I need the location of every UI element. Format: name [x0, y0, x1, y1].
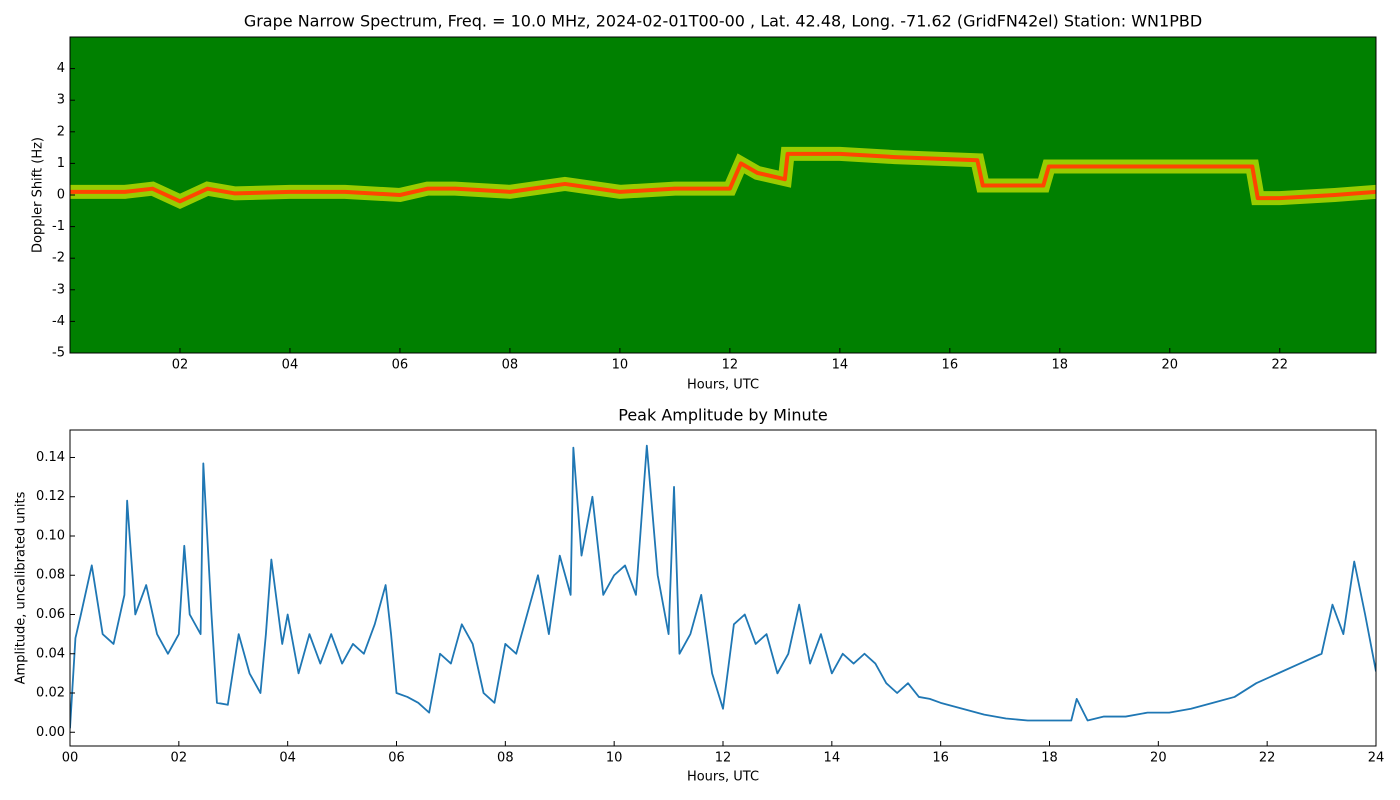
x-tick-label: 18 [1041, 751, 1058, 766]
y-tick-label: 0.14 [36, 450, 65, 465]
plot-area [70, 37, 1376, 353]
x-tick-label: 12 [722, 358, 739, 373]
x-tick-label: 10 [612, 358, 629, 373]
y-tick-label: 0.08 [36, 568, 65, 583]
x-tick-label: 10 [606, 751, 623, 766]
y-tick-label: -1 [52, 219, 65, 234]
doppler-trace [70, 151, 1376, 204]
chart-title: Peak Amplitude by Minute [618, 406, 828, 425]
y-tick-label: 0.06 [36, 607, 65, 622]
x-tick-label: 08 [497, 751, 514, 766]
x-tick-label: 08 [502, 358, 519, 373]
x-axis-label: Hours, UTC [687, 378, 759, 393]
y-tick-label: -3 [52, 282, 65, 297]
chart-title: Grape Narrow Spectrum, Freq. = 10.0 MHz,… [244, 12, 1202, 31]
y-tick-label: -2 [52, 251, 65, 266]
y-tick-label: 0.02 [36, 686, 65, 701]
y-tick-label: -4 [52, 314, 65, 329]
plot-area [70, 444, 1376, 729]
x-tick-label: 02 [171, 751, 188, 766]
line [70, 444, 1376, 729]
x-tick-label: 22 [1271, 358, 1288, 373]
y-tick-label: 0.04 [36, 646, 65, 661]
y-axis-label: Doppler Shift (Hz) [31, 137, 46, 253]
x-tick-label: 02 [172, 358, 189, 373]
x-tick-label: 14 [832, 358, 849, 373]
y-tick-label: 3 [57, 93, 65, 108]
y-tick-label: -5 [52, 346, 65, 361]
x-tick-label: 18 [1052, 358, 1069, 373]
x-tick-label: 12 [715, 751, 732, 766]
x-tick-label: 04 [282, 358, 299, 373]
x-axis-label: Hours, UTC [687, 770, 759, 785]
x-tick-label: 06 [392, 358, 409, 373]
x-tick-label: 06 [388, 751, 405, 766]
x-tick-label: 24 [1368, 751, 1385, 766]
plot-frame [69, 429, 1377, 747]
y-axis-label: Amplitude, uncalibrated units [14, 491, 29, 684]
y-tick-label: 0.10 [36, 528, 65, 543]
y-tick-label: 0.00 [36, 725, 65, 740]
x-tick-label: 16 [932, 751, 949, 766]
y-tick-label: 0 [57, 188, 65, 203]
y-tick-label: 0.12 [36, 489, 65, 504]
x-tick-label: 22 [1259, 751, 1276, 766]
x-tick-label: 14 [824, 751, 841, 766]
x-tick-label: 00 [62, 751, 79, 766]
y-tick-label: 2 [57, 124, 65, 139]
x-tick-label: 16 [942, 358, 959, 373]
y-tick-label: 1 [57, 156, 65, 171]
x-tick-label: 04 [279, 751, 296, 766]
y-tick-label: 4 [57, 61, 65, 76]
x-tick-label: 20 [1162, 358, 1179, 373]
x-tick-label: 20 [1150, 751, 1167, 766]
